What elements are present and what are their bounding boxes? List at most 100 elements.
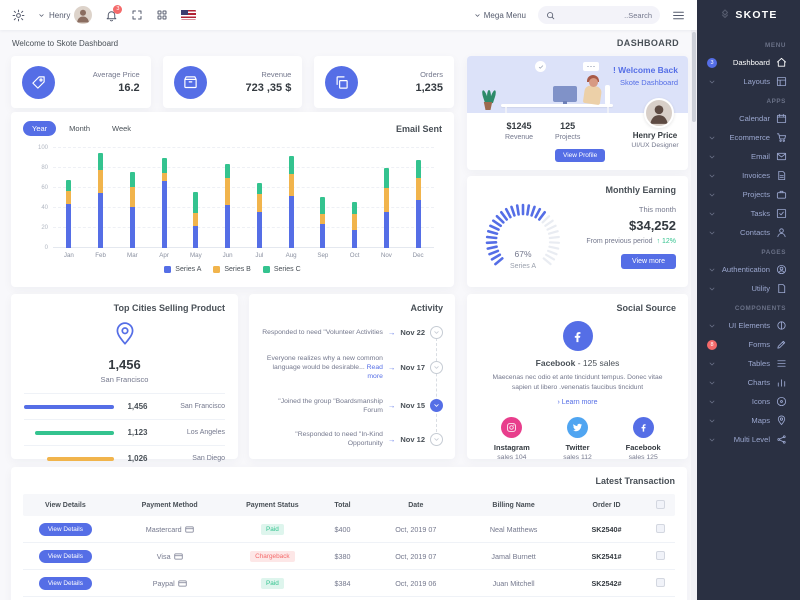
icons-icon bbox=[776, 396, 787, 407]
activity-timeline: Responded to need "Volunteer Activities →… bbox=[261, 326, 443, 448]
bar-jul[interactable] bbox=[256, 183, 262, 248]
row-checkbox[interactable] bbox=[655, 550, 665, 560]
sidebar-item-authentication[interactable]: Authentication bbox=[697, 260, 800, 279]
facebook-icon bbox=[641, 424, 646, 432]
task-icon bbox=[776, 208, 787, 219]
view-more-button[interactable]: View more bbox=[621, 254, 676, 269]
column-header[interactable]: Payment Status bbox=[246, 501, 299, 509]
map-pin-icon bbox=[112, 322, 138, 351]
bar-segment-series-a bbox=[66, 204, 72, 248]
language-flag-button[interactable] bbox=[181, 10, 197, 20]
stat-value: 723 ,35 $ bbox=[245, 82, 292, 94]
user-menu[interactable]: Henry bbox=[38, 6, 93, 24]
tab-month[interactable]: Month bbox=[69, 124, 91, 133]
fullscreen-button[interactable] bbox=[131, 9, 143, 21]
radial-gauge-chart: 67% Series A bbox=[481, 199, 565, 283]
row-checkbox[interactable] bbox=[655, 523, 665, 533]
stat-label: Orders bbox=[420, 70, 444, 79]
mega-menu-button[interactable]: Mega Menu bbox=[474, 11, 526, 20]
sidebar-item-dashboard[interactable]: 3 Dashboard bbox=[697, 53, 800, 72]
sidebar-item-ecommerce[interactable]: Ecommerce bbox=[697, 128, 800, 147]
sidebar-item-utility[interactable]: Utility bbox=[697, 279, 800, 298]
bar-oct[interactable] bbox=[352, 202, 358, 248]
sidebar-item-icons[interactable]: Icons bbox=[697, 392, 800, 411]
bar-dec[interactable] bbox=[415, 160, 421, 248]
column-header[interactable]: Total bbox=[334, 501, 351, 509]
pencil-icon bbox=[777, 340, 786, 349]
date-cell: Oct, 2019 06 bbox=[395, 578, 437, 588]
sidebar-item-charts[interactable]: Charts bbox=[697, 373, 800, 392]
view-profile-button[interactable]: View Profile bbox=[555, 149, 606, 162]
social-headline-sales: - 125 sales bbox=[577, 358, 620, 368]
table-row: View Details Mastercard Paid $400 Oct, 2019… bbox=[23, 516, 675, 543]
profile-role: UI/UX Designer bbox=[631, 142, 679, 149]
payment-method: Visa bbox=[157, 552, 183, 561]
social-account-instagram[interactable]: Instagram sales 104 bbox=[479, 417, 545, 461]
sidebar-item-calendar[interactable]: Calendar bbox=[697, 109, 800, 128]
sidebar-item-ui-elements[interactable]: UI Elements bbox=[697, 316, 800, 335]
sidebar-item-invoices[interactable]: Invoices bbox=[697, 166, 800, 185]
sidebar-item-multi-level[interactable]: Multi Level bbox=[697, 430, 800, 449]
bar-jan[interactable] bbox=[66, 180, 72, 248]
x-tick-label: Feb bbox=[95, 252, 106, 259]
settings-gear-button[interactable] bbox=[12, 9, 25, 22]
sidebar-item-forms[interactable]: 8 Forms bbox=[697, 335, 800, 354]
y-tick-label: 20 bbox=[41, 225, 48, 231]
sidebar-item-projects[interactable]: Projects bbox=[697, 185, 800, 204]
brand-logo[interactable]: SKOTE bbox=[697, 0, 800, 30]
user-circle-icon bbox=[776, 264, 787, 275]
view-details-button[interactable]: View Details bbox=[38, 549, 92, 563]
bar-sep[interactable] bbox=[320, 197, 326, 248]
select-all-checkbox[interactable] bbox=[655, 499, 665, 509]
tab-week[interactable]: Week bbox=[112, 124, 132, 133]
sidebar-item-maps[interactable]: Maps bbox=[697, 411, 800, 430]
activity-date: Nov 12 bbox=[400, 434, 425, 444]
x-tick-label: Sep bbox=[317, 252, 329, 259]
social-account-twitter[interactable]: Twitter sales 112 bbox=[545, 417, 611, 461]
column-header[interactable]: Order ID bbox=[592, 501, 621, 509]
sidebar-item-tables[interactable]: Tables bbox=[697, 354, 800, 373]
timeline-dot-icon bbox=[430, 326, 443, 339]
social-account-facebook[interactable]: Facebook sales 125 bbox=[610, 417, 676, 461]
learn-more-link[interactable]: › Learn more bbox=[557, 399, 598, 407]
menu-label: Icons bbox=[751, 397, 770, 406]
legend-item-series-b[interactable]: Series B bbox=[213, 266, 251, 273]
bar-apr[interactable] bbox=[161, 158, 167, 248]
tab-year[interactable]: Year bbox=[23, 121, 57, 136]
search-input[interactable] bbox=[555, 10, 652, 20]
column-header[interactable]: Billing Name bbox=[492, 501, 535, 509]
hamburger-menu-button[interactable] bbox=[672, 9, 685, 22]
legend-item-series-a[interactable]: Series A bbox=[164, 266, 201, 273]
column-header[interactable]: Date bbox=[408, 501, 424, 509]
view-details-button[interactable]: View Details bbox=[38, 522, 92, 536]
bar-feb[interactable] bbox=[98, 153, 104, 248]
bar-aug[interactable] bbox=[288, 156, 294, 248]
apps-grid-button[interactable] bbox=[156, 9, 168, 21]
bar-segment-series-c bbox=[225, 164, 231, 178]
scrollbar-thumb[interactable] bbox=[692, 32, 696, 122]
sidebar-item-contacts[interactable]: Contacts bbox=[697, 223, 800, 242]
city-progress-bar bbox=[34, 430, 114, 435]
bar-jun[interactable] bbox=[225, 164, 231, 248]
column-header[interactable]: View Details bbox=[45, 501, 86, 509]
scrollbar[interactable] bbox=[691, 30, 697, 600]
bar-may[interactable] bbox=[193, 192, 199, 248]
bar-segment-series-c bbox=[193, 192, 199, 213]
sidebar-item-email[interactable]: Email bbox=[697, 147, 800, 166]
sidebar-item-tasks[interactable]: Tasks bbox=[697, 204, 800, 223]
legend-item-series-c[interactable]: Series C bbox=[262, 266, 301, 273]
notifications-button[interactable]: 3 bbox=[105, 4, 123, 22]
column-header[interactable]: Payment Method bbox=[141, 501, 198, 509]
map-pin-icon bbox=[116, 322, 133, 345]
chevron-down-icon bbox=[38, 12, 45, 19]
read-more-link[interactable]: Read more bbox=[366, 364, 383, 381]
bar-mar[interactable] bbox=[129, 172, 135, 248]
avatar[interactable] bbox=[74, 6, 93, 24]
social-name: Twitter bbox=[565, 443, 590, 453]
view-details-button[interactable]: View Details bbox=[38, 576, 92, 590]
gear-icon bbox=[12, 9, 25, 21]
row-checkbox[interactable] bbox=[655, 577, 665, 587]
bar-nov[interactable] bbox=[383, 168, 389, 248]
sidebar-item-layouts[interactable]: Layouts bbox=[697, 72, 800, 91]
activity-text: "Responded to need "In-Kind Opportunity bbox=[295, 430, 383, 448]
